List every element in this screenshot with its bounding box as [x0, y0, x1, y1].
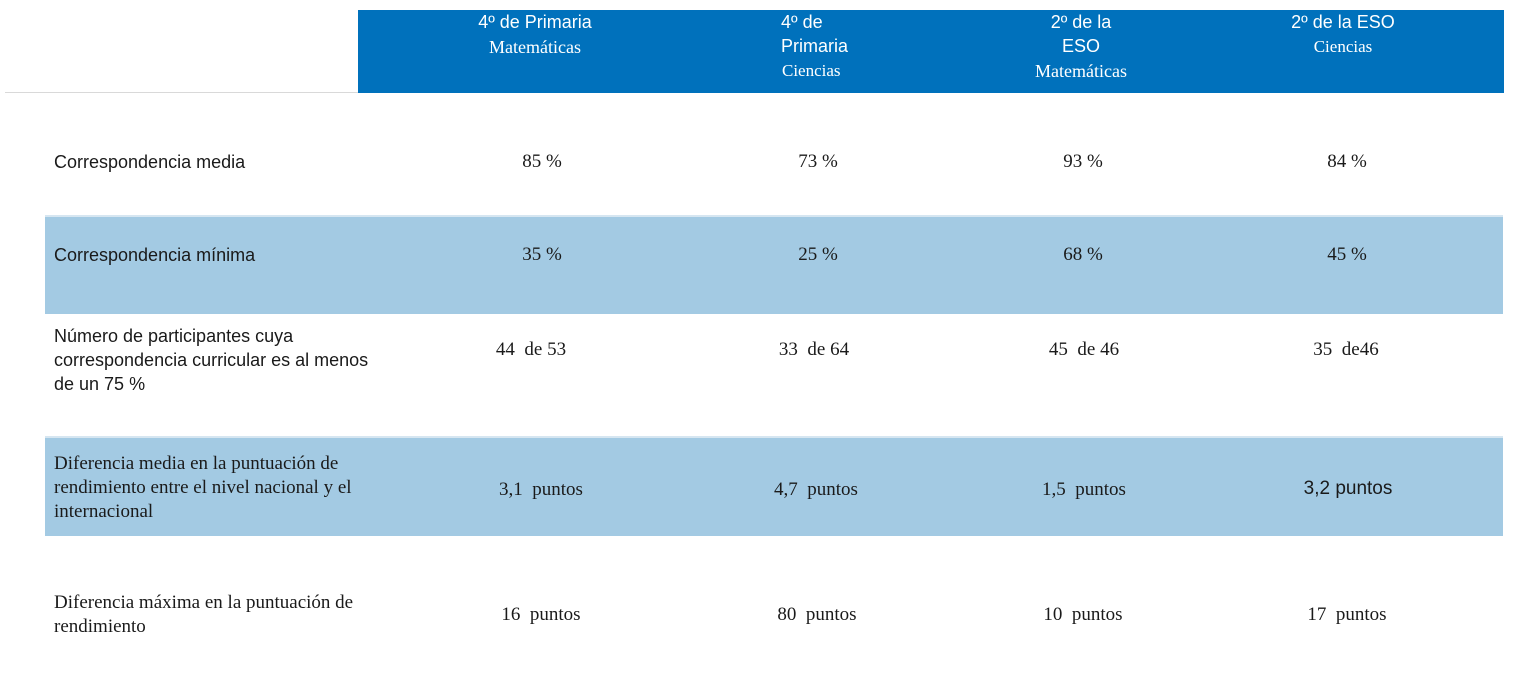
header-col-3-line2: Matemáticas [1035, 61, 1127, 81]
cell-col-3: 45 de 46 [1048, 339, 1120, 360]
header-col-4-line2: Ciencias [1313, 37, 1373, 56]
cell-col-1: 85 % [522, 151, 562, 172]
cell-col-4: 35 de46 [1313, 339, 1379, 360]
table-row-diferencia-media: Diferencia media en la puntuación de ren… [45, 436, 1503, 536]
cell-col-2: 73 % [798, 151, 838, 172]
header-col-3-line1b: ESO [1061, 36, 1100, 56]
row-label: Diferencia máxima en la puntuación de re… [54, 592, 354, 637]
table-header: 4º de Primaria Matemáticas 4º de Primari… [358, 10, 1504, 93]
cell-col-1: 35 % [522, 244, 562, 265]
row-label: Correspondencia media [54, 152, 246, 172]
header-col-1: 4º de Primaria Matemáticas [440, 10, 630, 60]
header-col-4: 2º de la ESO Ciencias [1268, 10, 1418, 60]
cell-col-2: 4,7 puntos [774, 479, 858, 500]
header-col-2-line1b: Primaria [781, 36, 849, 56]
table-row-diferencia-maxima: Diferencia máxima en la puntuación de re… [45, 534, 1503, 654]
cell-col-1: 3,1 puntos [499, 479, 583, 500]
cell-col-4: 17 puntos [1307, 604, 1387, 625]
cell-col-4: 45 % [1327, 244, 1367, 265]
header-col-1-line2: Matemáticas [489, 37, 581, 57]
cell-col-4: 84 % [1327, 151, 1367, 172]
cell-col-4: 3,2 puntos [1303, 478, 1393, 499]
header-col-4-line1: 2º de la ESO [1291, 12, 1395, 32]
header-col-3: 2º de la ESO Matemáticas [1006, 10, 1156, 84]
row-label: Diferencia media en la puntuación de ren… [54, 453, 352, 522]
header-col-2: 4º de Primaria Ciencias [742, 10, 892, 84]
header-col-1-line1: 4º de Primaria [478, 12, 592, 32]
cell-col-1: 44 de 53 [495, 339, 567, 360]
table-row-numero-participantes: Número de participantes cuya corresponde… [45, 314, 1503, 436]
cell-col-2: 33 de 64 [778, 339, 850, 360]
cell-col-3: 93 % [1063, 151, 1103, 172]
header-col-3-line1: 2º de la [1050, 12, 1112, 32]
header-underline [5, 92, 358, 93]
table-row-correspondencia-minima: Correspondencia mínima 35 % 25 % 68 % 45… [45, 215, 1503, 314]
header-col-2-line2: Ciencias [782, 61, 841, 80]
row-label: Correspondencia mínima [54, 245, 256, 265]
table-row-correspondencia-media: Correspondencia media 85 % 73 % 93 % 84 … [45, 120, 1503, 215]
cell-col-1: 16 puntos [501, 604, 581, 625]
cell-col-3: 1,5 puntos [1042, 479, 1126, 500]
cell-col-3: 68 % [1063, 244, 1103, 265]
cell-col-2: 25 % [798, 244, 838, 265]
cell-col-3: 10 puntos [1043, 604, 1123, 625]
row-label: Número de participantes cuya corresponde… [54, 326, 369, 394]
cell-col-2: 80 puntos [777, 604, 857, 625]
header-col-2-line1: 4º de [781, 12, 823, 32]
